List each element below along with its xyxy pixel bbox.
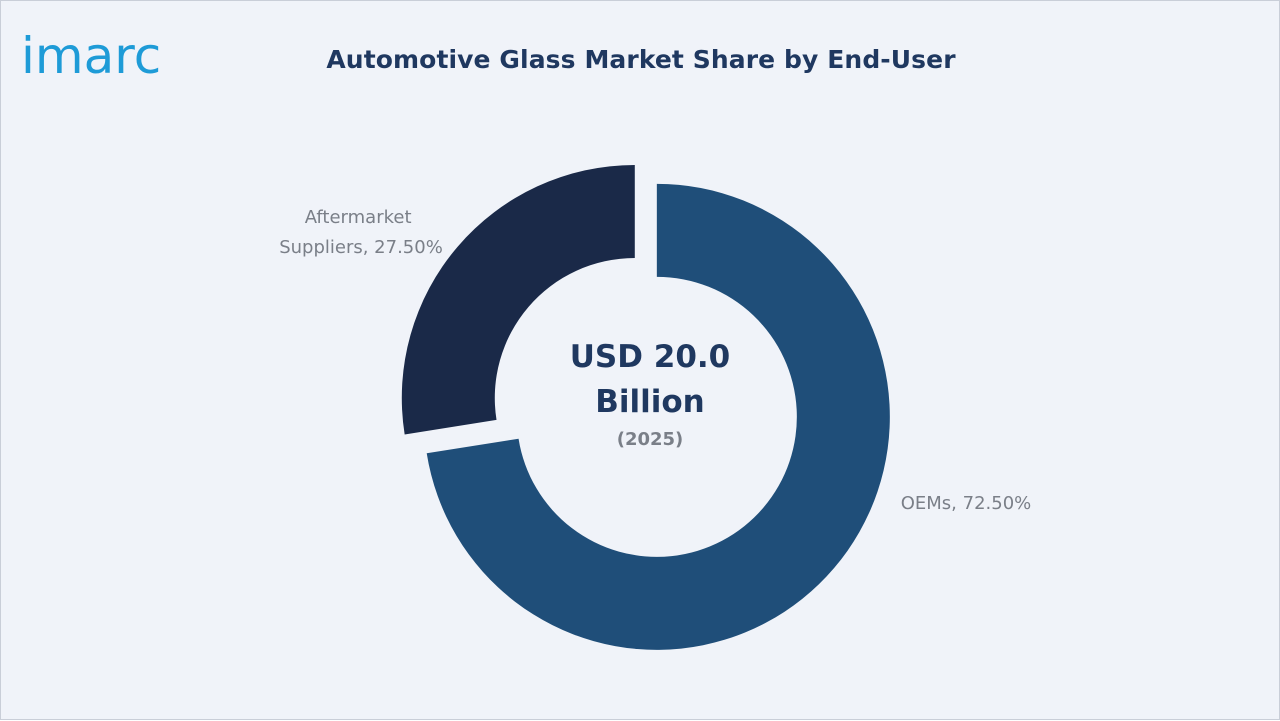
- imarc-logo: imarc: [21, 27, 161, 85]
- slice-label-oems: OEMs, 72.50%: [901, 493, 1032, 514]
- center-value: USD 20.0: [570, 339, 731, 375]
- slice-oems: [426, 183, 890, 650]
- slice-label-aftermarket-line1: Aftermarket: [305, 207, 412, 228]
- donut-slices: [401, 165, 890, 650]
- slice-label-aftermarket: Aftermarket Suppliers, 27.50%: [279, 207, 443, 258]
- slice-label-aftermarket-line2: Suppliers, 27.50%: [279, 237, 443, 258]
- logo-text: imarc: [21, 27, 161, 85]
- slice-aftermarket: [401, 165, 635, 435]
- center-year: (2025): [617, 429, 684, 450]
- chart-title: Automotive Glass Market Share by End-Use…: [326, 45, 956, 74]
- center-unit: Billion: [595, 384, 705, 420]
